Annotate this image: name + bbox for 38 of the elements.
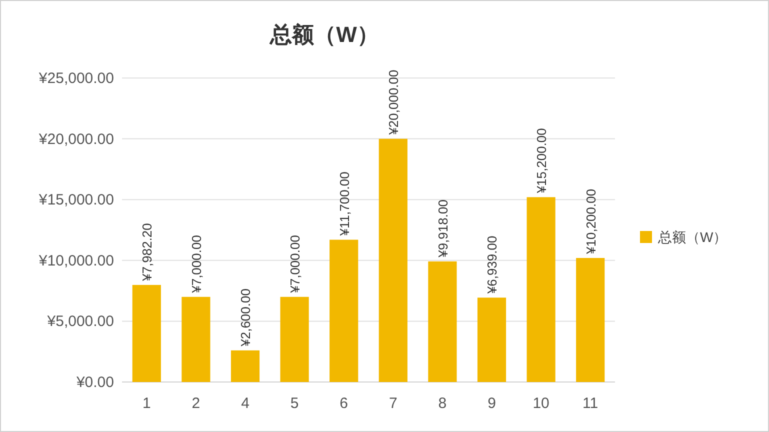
bar <box>330 240 358 382</box>
chart-title: 总额（W） <box>269 22 379 47</box>
y-tick-label: ¥25,000.00 <box>38 70 114 87</box>
data-label: ¥6,939.00 <box>484 236 500 295</box>
data-label: ¥2,600.00 <box>238 288 254 348</box>
x-tick-label: 5 <box>290 395 299 412</box>
data-label: ¥15,200.00 <box>534 128 550 194</box>
data-label: ¥7,000.00 <box>288 235 303 294</box>
data-label: ¥7,982.20 <box>140 223 155 282</box>
y-tick-label: ¥5,000.00 <box>46 313 114 330</box>
bar <box>132 284 161 382</box>
data-label: ¥9,918.00 <box>435 200 450 258</box>
bar <box>428 261 457 382</box>
x-tick-label: 1 <box>142 395 151 412</box>
x-tick-label: 8 <box>438 395 447 412</box>
x-tick-label: 4 <box>241 395 250 412</box>
y-tick-label: ¥15,000.00 <box>38 192 114 209</box>
bar <box>182 296 210 382</box>
bar <box>378 138 408 382</box>
bar <box>230 350 260 382</box>
x-tick-label: 11 <box>582 395 598 412</box>
x-tick-label: 6 <box>340 395 348 412</box>
x-tick-label: 9 <box>488 395 496 412</box>
bar <box>280 296 309 382</box>
x-tick-label: 2 <box>192 395 200 412</box>
y-tick-label: ¥10,000.00 <box>38 252 114 270</box>
bar <box>477 298 506 382</box>
y-tick-label: ¥0.00 <box>75 374 114 391</box>
bar <box>526 197 556 382</box>
data-label: ¥10,200.00 <box>583 188 598 255</box>
legend-label: 总额（W） <box>657 229 728 245</box>
data-label: ¥20,000.00 <box>386 70 402 136</box>
data-label: ¥11,700.00 <box>336 172 352 237</box>
data-label: ¥7,000.00 <box>188 235 204 294</box>
x-tick-label: 7 <box>388 395 398 412</box>
bar <box>576 258 605 382</box>
x-tick-label: 10 <box>532 395 550 412</box>
y-tick-label: ¥20,000.00 <box>38 130 114 148</box>
